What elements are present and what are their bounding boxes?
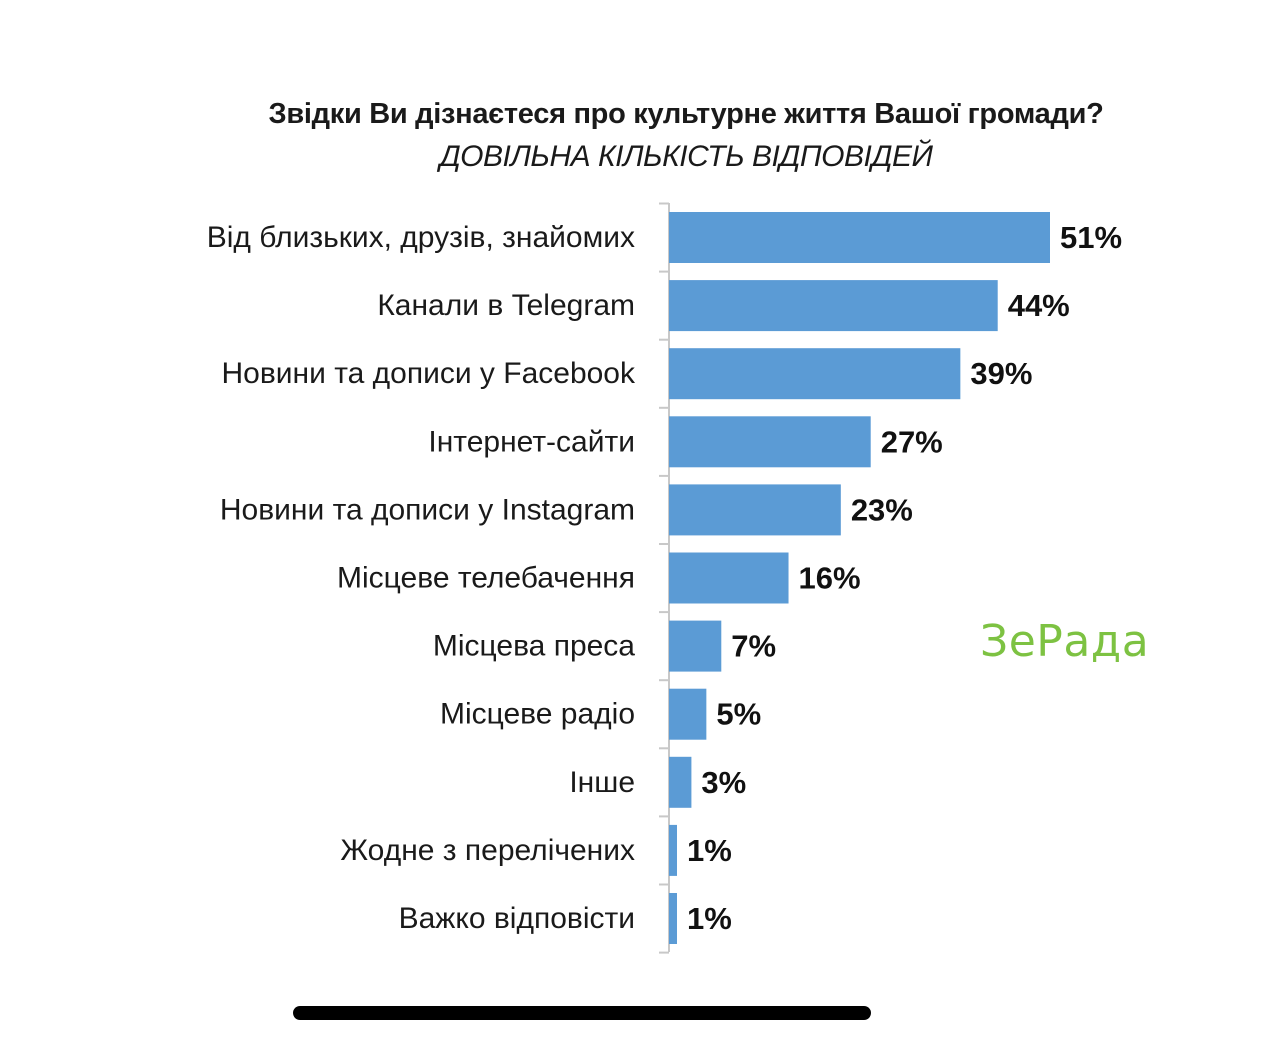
value-label: 23%	[851, 492, 913, 527]
category-label: Новини та дописи у Facebook	[222, 357, 636, 390]
category-label: Інтернет-сайти	[428, 425, 635, 458]
value-label: 39%	[970, 356, 1032, 391]
category-label: Канали в Telegram	[377, 289, 635, 322]
value-label: 1%	[687, 901, 732, 936]
bars	[669, 212, 1050, 944]
bar	[669, 484, 841, 536]
bar	[669, 688, 707, 740]
value-labels: 51% 44% 39% 27% 23% 16% 7% 5% 3% 1% 1%	[687, 220, 1122, 936]
category-label: Місцева преса	[433, 630, 635, 663]
axis-ticks	[659, 202, 669, 954]
category-label: Від близьких, друзів, знайомих	[207, 221, 635, 254]
value-label: 44%	[1008, 288, 1070, 323]
category-label: Інше	[569, 766, 635, 799]
chart-subtitle: ДОВІЛЬНА КІЛЬКІСТЬ ВІДПОВІДЕЙ	[439, 140, 933, 173]
bar	[669, 416, 871, 468]
bar	[669, 552, 789, 604]
category-label: Новини та дописи у Instagram	[220, 493, 635, 526]
value-label: 16%	[799, 561, 861, 596]
value-label: 1%	[687, 833, 732, 868]
category-label: Жодне з перелічених	[340, 834, 635, 867]
bar	[669, 824, 677, 876]
category-label: Важко відповісти	[399, 902, 635, 935]
value-label: 27%	[881, 424, 943, 459]
value-label: 7%	[731, 629, 776, 664]
chart-title: Звідки Ви дізнаєтеся про культурне життя…	[268, 98, 1104, 130]
bar	[669, 756, 692, 808]
watermark-text: ЗеРада	[980, 616, 1150, 667]
bar	[669, 348, 961, 400]
bar	[669, 280, 998, 332]
bar	[669, 620, 722, 672]
category-label: Місцеве радіо	[440, 698, 635, 731]
bar	[669, 212, 1050, 263]
value-label: 3%	[701, 765, 746, 800]
value-label: 5%	[716, 697, 761, 732]
category-labels: Від близьких, друзів, знайомих Канали в T…	[207, 221, 636, 935]
value-label: 51%	[1060, 220, 1122, 255]
bar	[669, 893, 677, 944]
home-indicator-bar[interactable]	[293, 1006, 871, 1020]
category-label: Місцеве телебачення	[337, 562, 635, 595]
